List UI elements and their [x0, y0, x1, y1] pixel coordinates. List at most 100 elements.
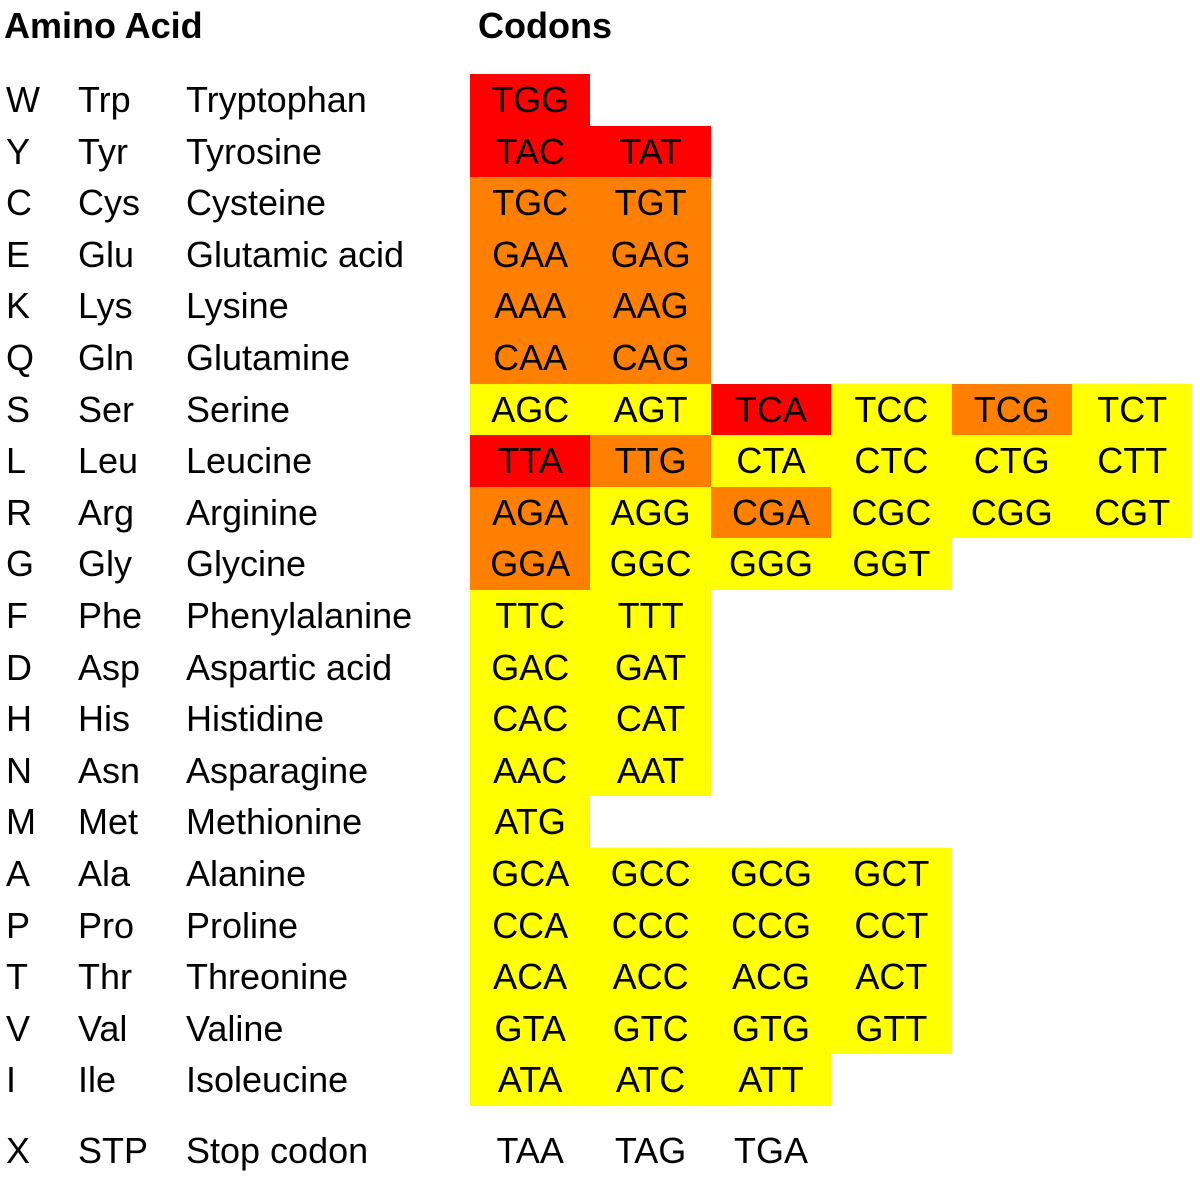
amino-acid-row: D Asp Aspartic acid GAC GAT: [0, 641, 1200, 694]
codon-cell: AGT: [590, 383, 711, 436]
amino-acid-row: L Leu Leucine TTA TTG CTA CTC CTG CTT: [0, 435, 1200, 487]
one-letter-code: G: [6, 543, 35, 585]
codon-cell: GGG: [710, 538, 832, 590]
codon-cell: GCG: [710, 848, 832, 900]
three-letter-code: Pro: [78, 904, 135, 946]
amino-acid-row: V Val Valine GTA GTC GTG GTT: [0, 1002, 1200, 1055]
amino-acid-name: Glutamine: [186, 337, 351, 378]
codon-cell: GGT: [831, 538, 952, 590]
amino-acid-name: Isoleucine: [186, 1059, 349, 1101]
amino-acid-name: Cysteine: [186, 182, 327, 224]
three-letter-code: Gly: [78, 543, 132, 585]
one-letter-code: N: [6, 749, 32, 791]
one-letter-code: R: [6, 491, 32, 533]
codon-cell: AGA: [470, 486, 591, 539]
codon-cell: GTA: [470, 1002, 591, 1055]
codon-cell: ACT: [831, 951, 952, 1003]
three-letter-code: Leu: [78, 440, 139, 482]
amino-acid-row: E Glu Glutamic acid GAA GAG: [0, 228, 1200, 281]
codon-cell: ACA: [470, 951, 591, 1003]
codon-cell: GAT: [590, 641, 711, 694]
three-letter-code: Tyr: [78, 130, 128, 172]
three-letter-code: Ser: [78, 388, 135, 430]
codon-cell: AGC: [470, 383, 591, 436]
amino-acid-name: Alanine: [186, 853, 307, 894]
one-letter-code: T: [6, 956, 28, 998]
codon-cell: TCT: [1072, 383, 1193, 436]
codon-cell: CAG: [590, 332, 711, 384]
codon-cell: TGA: [733, 1130, 808, 1171]
codon-cell: CTA: [710, 435, 832, 487]
three-letter-code: Arg: [78, 491, 135, 533]
one-letter-code: H: [6, 698, 32, 740]
amino-acid-row: Y Tyr Tyrosine TAC TAT: [0, 125, 1200, 178]
one-letter-code: V: [6, 1007, 31, 1049]
one-letter-code: Y: [6, 130, 31, 172]
codon-cell: ATA: [470, 1054, 591, 1106]
codon-cell: GCC: [590, 848, 711, 900]
codon-cell: ATG: [470, 796, 591, 848]
codon-cell: AAC: [470, 744, 591, 797]
codon-cell: ATC: [590, 1054, 711, 1106]
codon-cell: TCG: [951, 383, 1072, 436]
codon-cell: AAA: [470, 280, 591, 332]
three-letter-code: Trp: [78, 79, 131, 120]
codon-cell: GCT: [831, 848, 952, 900]
amino-acid-row: A Ala Alanine GCA GCC GCG GCT: [0, 848, 1200, 900]
codon-cell: CAA: [470, 332, 591, 384]
codon-cell: CTT: [1072, 435, 1193, 487]
codon-cell: AGG: [590, 486, 711, 539]
codon-cell: GTC: [590, 1002, 711, 1055]
amino-acid-row: R Arg Arginine AGA AGG CGA CGC CGG CGT: [0, 486, 1200, 539]
one-letter-code: I: [6, 1059, 17, 1101]
three-letter-code: Glu: [78, 233, 135, 275]
three-letter-code: Val: [78, 1007, 128, 1049]
codon-cell: CCT: [831, 899, 952, 952]
amino-acid-header: Amino Acid: [4, 5, 203, 46]
codon-cell: ACC: [590, 951, 711, 1003]
codon-cell: GGA: [470, 538, 591, 590]
three-letter-code: Phe: [78, 595, 143, 636]
codon-cell: GTG: [710, 1002, 832, 1055]
amino-acid-row: N Asn Asparagine AAC AAT: [0, 744, 1200, 797]
amino-acid-row: K Lys Lysine AAA AAG: [0, 280, 1200, 332]
one-letter-code: A: [6, 853, 31, 894]
codon-cell: CAT: [590, 693, 711, 745]
codon-cell: GAC: [470, 641, 591, 694]
codon-cell: GAA: [470, 228, 591, 281]
codon-cell: GTT: [831, 1002, 952, 1055]
amino-acid-name: Threonine: [186, 956, 349, 998]
amino-acid-row: F Phe Phenylalanine TTC TTT: [0, 590, 1200, 642]
codon-cell: GAG: [590, 228, 711, 281]
amino-acid-row: W Trp Tryptophan TGG: [0, 74, 1200, 126]
amino-acid-row: C Cys Cysteine TGC TGT: [0, 177, 1200, 229]
codon-cell: TAG: [614, 1130, 687, 1171]
codon-cell: CGC: [831, 486, 952, 539]
amino-acid-name: Arginine: [186, 491, 319, 533]
codon-cell: ATT: [710, 1054, 832, 1106]
amino-acid-row: G Gly Glycine GGA GGC GGG GGT: [0, 538, 1200, 590]
one-letter-code: F: [6, 595, 28, 636]
amino-acid-name: Glycine: [186, 543, 307, 585]
three-letter-code: Ile: [78, 1059, 117, 1101]
codon-cell: CTG: [951, 435, 1072, 487]
codon-cell: TTA: [470, 435, 591, 487]
amino-acid-name: Lysine: [186, 285, 289, 327]
codon-cell: TTT: [590, 590, 711, 642]
one-letter-code: S: [6, 388, 31, 430]
amino-acid-name: Serine: [186, 388, 291, 430]
codon-cell: CGG: [951, 486, 1072, 539]
codon-cell: ACG: [710, 951, 832, 1003]
one-letter-code: D: [6, 646, 32, 688]
one-letter-code: W: [6, 79, 40, 120]
codon-cell: GGC: [590, 538, 711, 590]
three-letter-code: Asn: [78, 749, 141, 791]
codon-cell: CCG: [710, 899, 832, 952]
codon-cell: CGT: [1072, 486, 1193, 539]
three-letter-code: Thr: [78, 956, 132, 998]
amino-acid-row: P Pro Proline CCA CCC CCG CCT: [0, 899, 1200, 952]
codon-cell: TGG: [470, 74, 591, 126]
amino-acid-row: M Met Methionine ATG: [0, 796, 1200, 848]
codon-cell: TAT: [590, 125, 711, 178]
codon-cell: TAA: [496, 1130, 564, 1171]
